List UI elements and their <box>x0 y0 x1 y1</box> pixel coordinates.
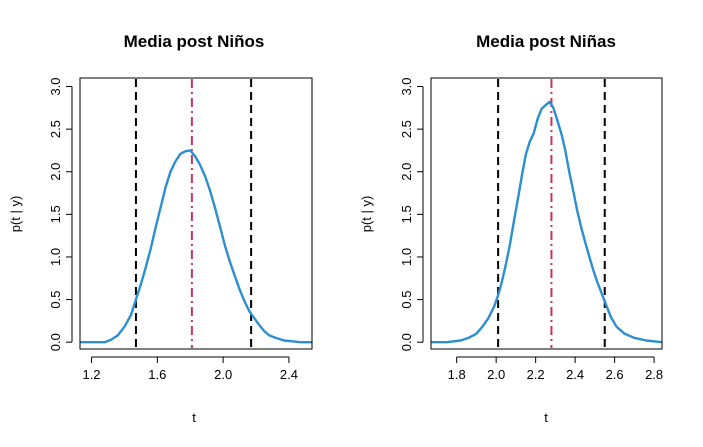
y-axis-label: p(t | y) <box>8 196 23 233</box>
y-tick-label: 0.5 <box>48 291 63 309</box>
x-axis-label: t <box>192 410 196 425</box>
y-tick-label: 0.5 <box>399 291 414 309</box>
y-tick-label: 2.0 <box>399 163 414 181</box>
y-tick-label: 1.0 <box>48 248 63 266</box>
y-axis-ticks: 0.0 0.5 1.0 1.5 2.0 2.5 3.0 <box>399 77 424 351</box>
density-curve <box>431 100 663 344</box>
panel-ninas: Media post Niñas t p(t | y) 1.8 2.0 2.2 2.4… <box>359 32 663 425</box>
y-axis-ticks: 0.0 0.5 1.0 1.5 2.0 2.5 3.0 <box>48 77 73 351</box>
x-tick-label: 1.2 <box>82 367 100 382</box>
y-tick-label: 2.5 <box>48 120 63 138</box>
x-tick-label: 2.6 <box>606 367 624 382</box>
x-tick-label: 2.2 <box>527 367 545 382</box>
plot-frame <box>430 77 663 350</box>
y-tick-label: 0.0 <box>48 333 63 351</box>
y-tick-label: 1.5 <box>399 205 414 223</box>
density-curve <box>80 149 312 344</box>
density-curves <box>80 149 312 344</box>
y-tick-label: 3.0 <box>399 77 414 95</box>
chart-title: Media post Niñas <box>476 32 616 51</box>
x-axis-ticks: 1.2 1.6 2.0 2.4 <box>82 356 298 382</box>
x-tick-label: 2.4 <box>566 367 584 382</box>
plot-frame <box>79 77 313 350</box>
x-tick-label: 2.8 <box>645 367 663 382</box>
x-tick-label: 1.6 <box>148 367 166 382</box>
y-tick-label: 2.0 <box>48 163 63 181</box>
y-tick-label: 2.5 <box>399 120 414 138</box>
x-tick-label: 2.0 <box>487 367 505 382</box>
density-curves <box>431 100 663 344</box>
y-tick-label: 1.5 <box>48 205 63 223</box>
x-axis-ticks: 1.8 2.0 2.2 2.4 2.6 2.8 <box>448 356 663 382</box>
y-tick-label: 0.0 <box>399 333 414 351</box>
x-tick-label: 2.0 <box>214 367 232 382</box>
x-tick-label: 2.4 <box>280 367 298 382</box>
panel-ninos: Media post Niños t p(t | y) 1.2 1.6 2.0 2.4… <box>8 32 313 425</box>
y-tick-label: 3.0 <box>48 77 63 95</box>
y-tick-label: 1.0 <box>399 248 414 266</box>
x-axis-label: t <box>544 410 548 425</box>
x-tick-label: 1.8 <box>448 367 466 382</box>
y-axis-label: p(t | y) <box>359 196 374 233</box>
chart-title: Media post Niños <box>124 32 265 51</box>
